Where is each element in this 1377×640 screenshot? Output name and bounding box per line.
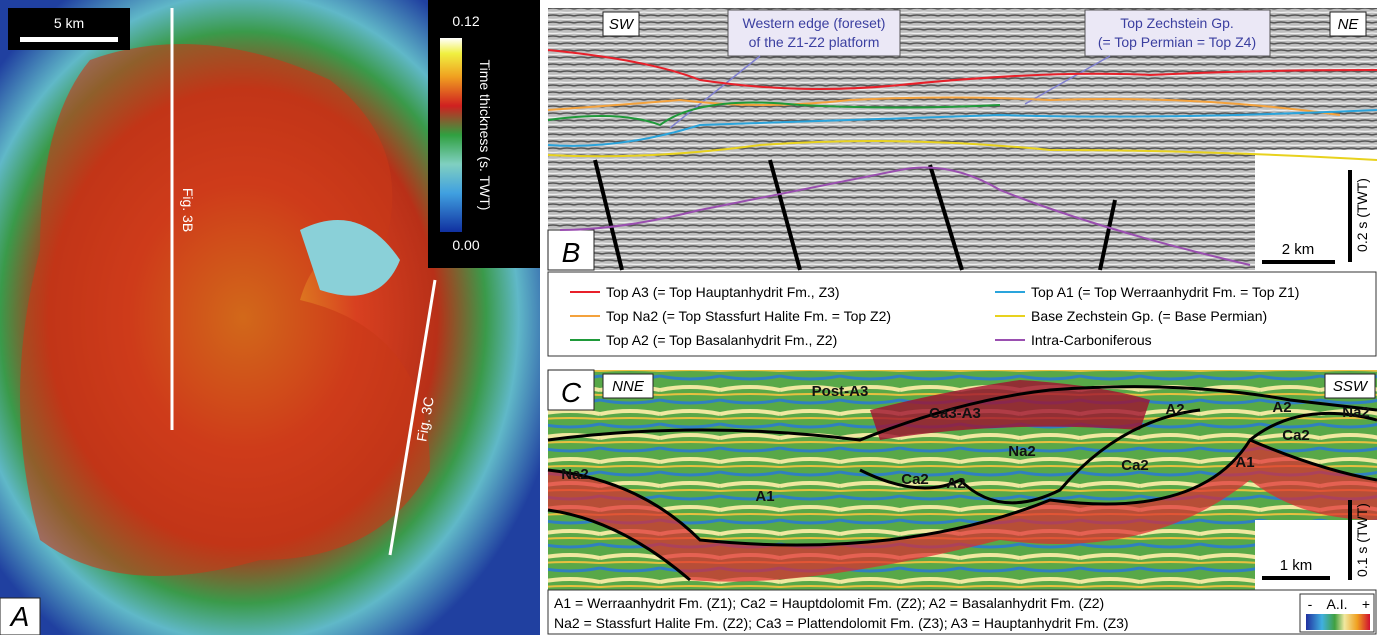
unit-label: A1 — [755, 488, 774, 505]
callout-box — [727, 9, 901, 57]
unit-label: Ca2 — [901, 471, 929, 488]
end-label-box — [602, 373, 654, 399]
end-label: NE — [1338, 16, 1360, 33]
section-label: Fig. 3B — [180, 188, 196, 232]
end-label-box — [1324, 373, 1376, 399]
scale-label: 5 km — [54, 15, 84, 31]
unit-label: Na2 — [1008, 443, 1036, 460]
panel-letter: A — [9, 601, 30, 632]
ai-label: A.I. — [1326, 596, 1347, 612]
scale-label: 0.1 s (TWT) — [1354, 503, 1370, 577]
colorbar — [440, 38, 462, 232]
basin-area — [300, 220, 400, 296]
callout-text: (= Top Permian = Top Z4) — [1098, 34, 1256, 50]
unit-label: Post-A3 — [812, 383, 869, 400]
panel-letter-box — [0, 597, 41, 636]
scale-box — [8, 8, 130, 50]
colorbar-max: 0.12 — [452, 13, 479, 29]
scale-label: 1 km — [1280, 557, 1313, 574]
platform-area — [20, 44, 430, 576]
panel-letter: C — [561, 377, 582, 408]
unit-label: Ca2 — [1282, 427, 1310, 444]
legend-label: Top A1 (= Top Werraanhydrit Fm. = Top Z1… — [1031, 284, 1299, 300]
horizon — [547, 96, 1341, 116]
unit-label: A1 — [1235, 454, 1254, 471]
callout-arrow — [669, 55, 761, 129]
panel-letter-box — [547, 369, 595, 411]
ai-colorbar — [1306, 614, 1370, 630]
legend-label: Intra-Carboniferous — [1031, 332, 1152, 348]
unit-label: A2 — [1165, 401, 1184, 418]
scale-label: 2 km — [1282, 241, 1315, 258]
section-line — [388, 279, 437, 556]
caption: A1 = Werraanhydrit Fm. (Z1); Ca2 = Haupt… — [554, 595, 1104, 611]
horizon — [547, 109, 1377, 147]
legend-label: Top A3 (= Top Hauptanhydrit Fm., Z3) — [606, 284, 840, 300]
unit-label: A2 — [1272, 399, 1291, 416]
scale-bar — [20, 37, 118, 42]
callout-box — [1084, 9, 1271, 57]
end-label: SW — [609, 16, 635, 33]
caption: Na2 = Stassfurt Halite Fm. (Z2); Ca3 = P… — [554, 615, 1129, 631]
unit-label: Ca2 — [1121, 457, 1149, 474]
end-label: NNE — [612, 378, 645, 395]
caption-box — [547, 589, 1377, 635]
a1-layer — [548, 440, 1377, 582]
scale-box — [1255, 150, 1377, 270]
unit-label: Ca3-A3 — [929, 405, 981, 422]
legend-label: Top Na2 (= Top Stassfurt Halite Fm. = To… — [606, 308, 891, 324]
interpreted-boundaries — [547, 385, 1377, 582]
end-label-box — [602, 11, 640, 37]
faults — [593, 159, 1117, 271]
section-label: Fig. 3C — [413, 396, 437, 443]
unit-label: Na2 — [1342, 404, 1370, 421]
ai-minus: - — [1308, 596, 1313, 612]
legend-label: Base Zechstein Gp. (= Base Permian) — [1031, 308, 1267, 324]
callout-text: Top Zechstein Gp. — [1120, 15, 1234, 31]
callout-arrow — [1024, 55, 1111, 105]
ai-plus: + — [1362, 596, 1370, 612]
callout-text: Western edge (foreset) — [743, 15, 886, 31]
panel-a: 0.12 0.00 Time thickness (s. TWT) 5 km F… — [0, 0, 540, 636]
unit-label: Na2 — [561, 466, 589, 483]
colorbar-min: 0.00 — [452, 237, 479, 253]
colorbar-label: Time thickness (s. TWT) — [477, 60, 493, 211]
callout-text: of the Z1-Z2 platform — [749, 34, 880, 50]
scale-label: 0.2 s (TWT) — [1354, 178, 1370, 252]
horizon — [547, 49, 1377, 90]
legend-box — [547, 271, 1377, 357]
legend-label: Top A2 (= Top Basalanhydrit Fm., Z2) — [606, 332, 837, 348]
a3-layer — [870, 380, 1150, 440]
horizon — [559, 166, 1251, 266]
panel-c: NNE SSW 1 km 0.1 s (TWT) C A1 = Werraanh… — [547, 369, 1377, 635]
end-label-box — [1329, 11, 1367, 37]
panel-b: SW NE Western edge (foreset) of the Z1-Z… — [547, 8, 1377, 357]
end-label: SSW — [1333, 378, 1369, 395]
horizon — [547, 101, 1001, 127]
horizon — [547, 140, 1377, 161]
unit-label: A2 — [946, 475, 965, 492]
panel-letter-box — [547, 229, 595, 271]
panel-letter: B — [562, 237, 581, 268]
